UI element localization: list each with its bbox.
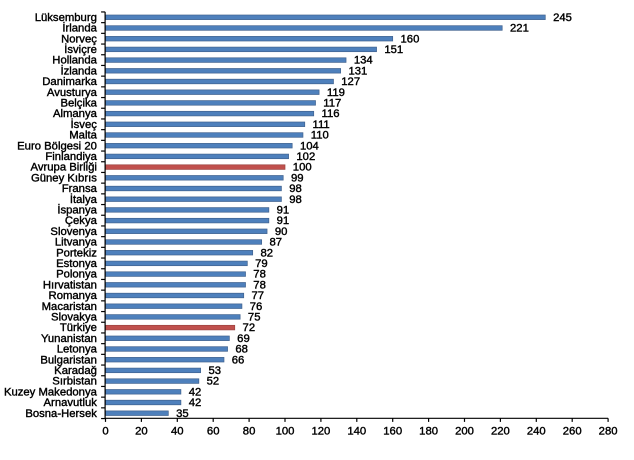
- svg-text:Euro Bölgesi 20: Euro Bölgesi 20: [17, 140, 97, 152]
- svg-text:134: 134: [354, 55, 373, 67]
- svg-text:100: 100: [276, 425, 295, 437]
- svg-text:78: 78: [253, 269, 266, 281]
- svg-text:77: 77: [252, 290, 265, 302]
- svg-text:100: 100: [293, 162, 312, 174]
- svg-text:Malta: Malta: [69, 130, 97, 142]
- svg-text:20: 20: [135, 425, 148, 437]
- svg-text:Bulgaristan: Bulgaristan: [40, 354, 97, 366]
- svg-text:Danimarka: Danimarka: [42, 76, 97, 88]
- svg-text:Türkiye: Türkiye: [60, 322, 97, 334]
- svg-text:42: 42: [189, 386, 202, 398]
- svg-text:119: 119: [327, 87, 345, 99]
- svg-text:Estonya: Estonya: [56, 258, 98, 270]
- svg-text:87: 87: [269, 237, 282, 249]
- svg-text:180: 180: [419, 425, 438, 437]
- svg-text:Arnavutluk: Arnavutluk: [44, 397, 98, 409]
- svg-text:91: 91: [277, 204, 290, 216]
- svg-text:Bosna-Hersek: Bosna-Hersek: [25, 408, 97, 420]
- svg-text:99: 99: [291, 172, 304, 184]
- svg-text:60: 60: [207, 425, 220, 437]
- svg-text:98: 98: [289, 194, 302, 206]
- svg-text:40: 40: [171, 425, 184, 437]
- svg-text:102: 102: [296, 151, 315, 163]
- svg-text:Güney Kıbrıs: Güney Kıbrıs: [31, 172, 97, 184]
- svg-text:80: 80: [243, 425, 256, 437]
- svg-text:260: 260: [563, 425, 582, 437]
- svg-text:140: 140: [347, 425, 366, 437]
- svg-text:Litvanya: Litvanya: [55, 237, 98, 249]
- svg-text:42: 42: [189, 397, 202, 409]
- svg-text:78: 78: [253, 279, 266, 291]
- svg-text:Polonya: Polonya: [56, 269, 98, 281]
- svg-text:Karadağ: Karadağ: [54, 365, 97, 377]
- svg-text:160: 160: [401, 33, 420, 45]
- svg-text:104: 104: [300, 140, 319, 152]
- svg-text:Slovakya: Slovakya: [51, 311, 98, 323]
- svg-text:90: 90: [275, 226, 288, 238]
- svg-text:127: 127: [341, 76, 360, 88]
- svg-text:Slovenya: Slovenya: [50, 226, 97, 238]
- svg-text:131: 131: [348, 65, 367, 77]
- svg-text:280: 280: [599, 425, 618, 437]
- svg-text:Almanya: Almanya: [53, 108, 98, 120]
- svg-text:111: 111: [313, 119, 330, 131]
- svg-text:66: 66: [232, 354, 245, 366]
- svg-text:Romanya: Romanya: [49, 290, 98, 302]
- svg-text:Sırbistan: Sırbistan: [52, 376, 97, 388]
- svg-text:120: 120: [311, 425, 330, 437]
- svg-text:245: 245: [553, 12, 572, 24]
- svg-text:Letonya: Letonya: [57, 344, 98, 356]
- svg-text:75: 75: [248, 311, 261, 323]
- svg-text:79: 79: [255, 258, 268, 270]
- svg-text:Yunanistan: Yunanistan: [41, 333, 97, 345]
- svg-text:Hollanda: Hollanda: [52, 55, 97, 67]
- svg-text:Fransa: Fransa: [62, 183, 98, 195]
- svg-text:116: 116: [322, 108, 340, 120]
- svg-text:İrlanda: İrlanda: [62, 22, 97, 35]
- svg-text:117: 117: [323, 97, 341, 109]
- svg-text:221: 221: [510, 23, 529, 35]
- svg-text:Norveç: Norveç: [61, 33, 97, 45]
- svg-text:İspanya: İspanya: [57, 203, 97, 216]
- svg-text:110: 110: [311, 130, 329, 142]
- svg-text:Finlandiya: Finlandiya: [45, 151, 97, 163]
- svg-text:İsviçre: İsviçre: [64, 43, 97, 56]
- svg-text:Lüksemburg: Lüksemburg: [35, 12, 97, 24]
- svg-text:52: 52: [207, 376, 220, 388]
- svg-text:İsveç: İsveç: [71, 118, 98, 131]
- svg-text:98: 98: [289, 183, 302, 195]
- svg-text:82: 82: [260, 247, 273, 259]
- svg-text:Hırvatistan: Hırvatistan: [43, 279, 97, 291]
- svg-text:Avrupa Birliği: Avrupa Birliği: [31, 162, 97, 174]
- svg-text:53: 53: [208, 365, 221, 377]
- svg-text:68: 68: [235, 344, 248, 356]
- svg-text:240: 240: [527, 425, 546, 437]
- svg-text:Kuzey Makedonya: Kuzey Makedonya: [4, 386, 98, 398]
- svg-text:151: 151: [384, 44, 403, 56]
- svg-text:Avusturya: Avusturya: [47, 87, 98, 99]
- svg-text:35: 35: [176, 408, 189, 420]
- svg-text:Macaristan: Macaristan: [42, 301, 97, 313]
- svg-text:0: 0: [102, 425, 108, 437]
- svg-text:220: 220: [491, 425, 510, 437]
- svg-text:69: 69: [237, 333, 250, 345]
- svg-text:91: 91: [277, 215, 290, 227]
- svg-text:Çekya: Çekya: [65, 215, 98, 227]
- svg-text:Portekiz: Portekiz: [56, 247, 97, 259]
- svg-text:76: 76: [250, 301, 263, 313]
- svg-text:200: 200: [455, 425, 474, 437]
- svg-text:İtalya: İtalya: [70, 193, 98, 206]
- svg-text:Belçika: Belçika: [60, 97, 97, 109]
- svg-text:İzlanda: İzlanda: [60, 64, 97, 77]
- svg-text:72: 72: [243, 322, 256, 334]
- svg-text:160: 160: [383, 425, 402, 437]
